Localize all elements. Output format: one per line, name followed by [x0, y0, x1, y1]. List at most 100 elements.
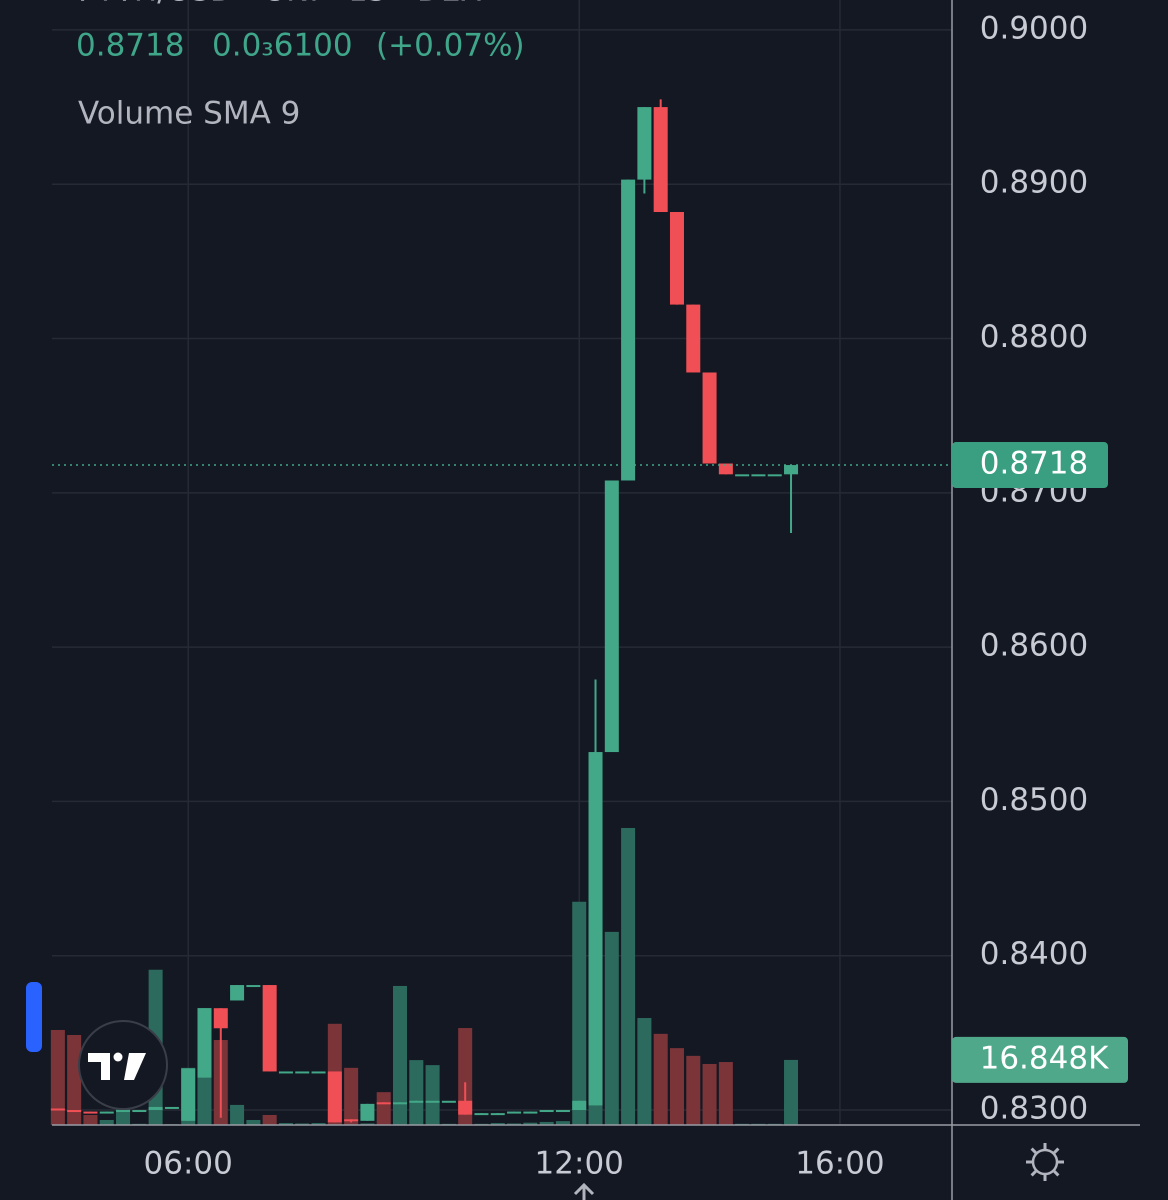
volume-bar	[539, 1121, 554, 1125]
volume-bar	[621, 827, 636, 1125]
candle-body	[376, 1102, 391, 1105]
y-tick-label: 0.8900	[980, 165, 1088, 201]
candle-body	[490, 1113, 505, 1116]
candle-body	[751, 474, 766, 477]
candle-body	[213, 1008, 228, 1029]
candle-body	[702, 372, 717, 464]
candle-body	[164, 1106, 179, 1109]
axes: 0.90000.89000.88000.87000.86000.85000.84…	[52, 10, 1128, 1182]
volume-bar	[360, 1123, 375, 1125]
volume-bar	[344, 1067, 359, 1125]
candle-body	[572, 1100, 587, 1111]
volume-bar	[99, 1119, 114, 1125]
candle-body	[327, 1071, 342, 1123]
volume-bar	[67, 1035, 82, 1125]
candle-body	[523, 1111, 538, 1114]
candle-body	[539, 1110, 554, 1113]
candle-body	[83, 1111, 98, 1114]
settings-icon[interactable]	[1026, 1143, 1064, 1181]
candle-body	[116, 1110, 131, 1113]
y-tick-label: 0.8500	[980, 782, 1088, 818]
gear-teeth	[1026, 1143, 1064, 1181]
candle-body	[604, 480, 619, 753]
volume-bar	[376, 1092, 391, 1125]
y-tick-label: 0.8800	[980, 319, 1088, 355]
tradingview-logo[interactable]	[78, 1020, 168, 1110]
candle-body	[262, 985, 277, 1072]
candle-body	[148, 1106, 163, 1111]
logo-v	[124, 1053, 146, 1080]
candle-body	[181, 1068, 196, 1121]
candle-body	[278, 1071, 293, 1074]
candle-body	[718, 463, 733, 475]
candle-body	[474, 1113, 489, 1116]
volume-bar	[702, 1063, 717, 1125]
scroll-arrow[interactable]	[573, 1182, 595, 1200]
symbol-title: PYTH/USD · UNI · 15 · DEX	[78, 0, 482, 9]
candle-body	[197, 1008, 212, 1078]
candle-body	[99, 1111, 114, 1114]
y-tick-label: 0.9000	[980, 10, 1088, 46]
gear-ring	[1031, 1148, 1059, 1176]
volume-bar	[784, 1059, 799, 1125]
volume-bar	[523, 1122, 538, 1125]
candles	[50, 99, 799, 1123]
candle-body	[393, 1102, 408, 1105]
arrow-icon	[573, 1182, 595, 1200]
candle-body	[409, 1100, 424, 1103]
volume-bar	[278, 1123, 293, 1125]
volume-bar	[262, 1114, 277, 1125]
candle-body	[784, 465, 799, 475]
volume-bar	[295, 1123, 310, 1125]
logo-circle	[78, 1020, 168, 1110]
candle-body	[246, 985, 261, 988]
candle-body	[621, 179, 636, 481]
candle-body	[230, 985, 245, 1001]
last-price-tag	[952, 442, 1108, 489]
x-tick-label: 06:00	[144, 1146, 233, 1182]
candle-body	[653, 107, 668, 213]
candle-body	[669, 212, 684, 305]
candle-body	[50, 1108, 65, 1111]
volume-bar	[490, 1123, 505, 1125]
volume-bar	[686, 1055, 701, 1125]
last-price-label: 0.8718	[980, 446, 1088, 482]
volume-bar	[604, 931, 619, 1125]
candle-body	[311, 1071, 326, 1074]
volume-bar	[572, 901, 587, 1125]
x-tick-label: 12:00	[535, 1146, 624, 1182]
volume-bar	[637, 1018, 652, 1125]
candle-body	[637, 107, 652, 180]
candle-body	[441, 1100, 456, 1103]
y-tick-label: 0.8600	[980, 628, 1088, 664]
volume-bar	[311, 1123, 326, 1125]
candle-body	[132, 1110, 147, 1113]
candle-body	[767, 474, 782, 477]
indicator-label: Volume SMA 9	[78, 96, 300, 132]
volume-bar	[50, 1029, 65, 1125]
volume-bar	[393, 985, 408, 1125]
candle-body	[360, 1103, 375, 1121]
volume-bar	[409, 1060, 424, 1125]
x-tick-label: 16:00	[795, 1146, 884, 1182]
legend-change-pct: (+0.07%)	[376, 28, 525, 64]
volume-bar	[83, 1114, 98, 1125]
volume-bar	[718, 1062, 733, 1125]
candle-body	[507, 1111, 522, 1114]
side-tab[interactable]	[26, 982, 42, 1052]
candle-body	[67, 1110, 82, 1113]
candle-body	[425, 1100, 440, 1103]
logo-t	[88, 1053, 110, 1080]
volume-bar	[246, 1119, 261, 1125]
candle-body	[735, 474, 750, 477]
volume-bar	[458, 1028, 473, 1125]
candle-body	[686, 304, 701, 373]
candle-body	[588, 752, 603, 1106]
legend-last: 0.8718	[76, 28, 184, 64]
volume-bar	[425, 1065, 440, 1125]
volume-bar	[116, 1108, 131, 1125]
volume-bar	[555, 1121, 570, 1125]
candle-body	[458, 1100, 473, 1115]
